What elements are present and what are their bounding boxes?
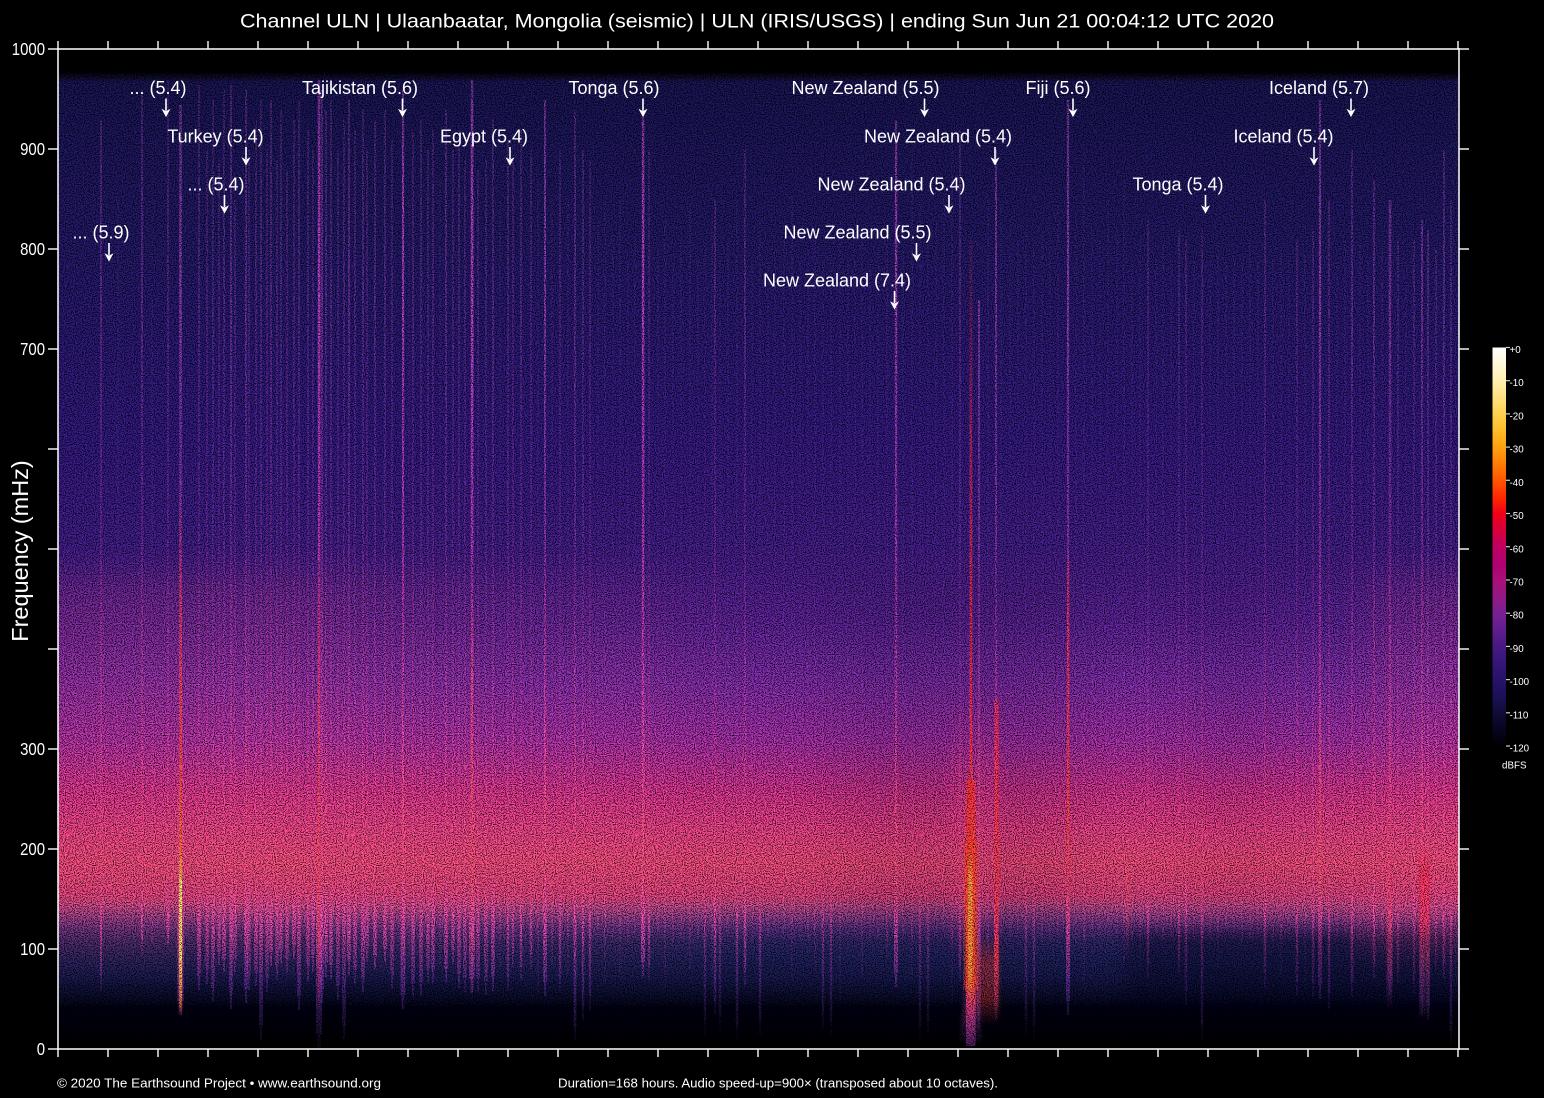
svg-text:Iceland (5.7): Iceland (5.7)	[1269, 78, 1369, 98]
svg-text:Frequency (mHz): Frequency (mHz)	[7, 460, 33, 642]
svg-text:800: 800	[20, 239, 45, 259]
svg-text:-70: -70	[1510, 578, 1525, 589]
svg-text:-30: -30	[1510, 445, 1525, 456]
svg-text:Fiji (5.6): Fiji (5.6)	[1025, 78, 1090, 98]
svg-text:Duration=168 hours. Audio spee: Duration=168 hours. Audio speed-up=900× …	[558, 1076, 998, 1091]
svg-text:-50: -50	[1510, 511, 1525, 522]
svg-text:-40: -40	[1510, 478, 1525, 489]
svg-text:Egypt (5.4): Egypt (5.4)	[440, 127, 528, 147]
svg-text:700: 700	[20, 339, 45, 359]
svg-text:... (5.9): ... (5.9)	[72, 223, 129, 243]
svg-text:Iceland (5.4): Iceland (5.4)	[1233, 127, 1333, 147]
svg-text:-120: -120	[1510, 744, 1530, 755]
svg-text:Turkey (5.4): Turkey (5.4)	[167, 127, 263, 147]
svg-text:© 2020 The Earthsound Project: © 2020 The Earthsound Project • www.eart…	[57, 1076, 381, 1091]
svg-text:100: 100	[20, 939, 45, 959]
svg-text:900: 900	[20, 139, 45, 159]
svg-text:-20: -20	[1510, 411, 1525, 422]
svg-text:New Zealand (5.5): New Zealand (5.5)	[783, 223, 931, 243]
svg-text:-60: -60	[1510, 544, 1525, 555]
svg-text:Tajikistan (5.6): Tajikistan (5.6)	[302, 78, 418, 98]
svg-text:0: 0	[37, 1039, 46, 1059]
svg-text:-80: -80	[1510, 611, 1525, 622]
svg-text:-100: -100	[1510, 677, 1530, 688]
svg-text:Tonga (5.4): Tonga (5.4)	[1132, 175, 1223, 195]
svg-text:New Zealand (5.4): New Zealand (5.4)	[817, 175, 965, 195]
svg-text:New Zealand (5.5): New Zealand (5.5)	[791, 78, 939, 98]
svg-text:Tonga (5.6): Tonga (5.6)	[568, 78, 659, 98]
svg-text:1000: 1000	[12, 39, 45, 59]
svg-text:New Zealand (5.4): New Zealand (5.4)	[864, 127, 1012, 147]
svg-text:200: 200	[20, 839, 45, 859]
svg-text:New Zealand (7.4): New Zealand (7.4)	[763, 271, 911, 291]
svg-text:... (5.4): ... (5.4)	[187, 175, 244, 195]
svg-text:... (5.4): ... (5.4)	[129, 78, 186, 98]
svg-text:dBFS: dBFS	[1502, 761, 1527, 772]
svg-text:+0: +0	[1510, 345, 1522, 356]
svg-text:-10: -10	[1510, 378, 1525, 389]
svg-text:Channel ULN | Ulaanbaatar, Mon: Channel ULN | Ulaanbaatar, Mongolia (sei…	[240, 11, 1274, 33]
svg-text:300: 300	[20, 739, 45, 759]
svg-text:-110: -110	[1510, 710, 1529, 721]
svg-text:-90: -90	[1510, 644, 1525, 655]
